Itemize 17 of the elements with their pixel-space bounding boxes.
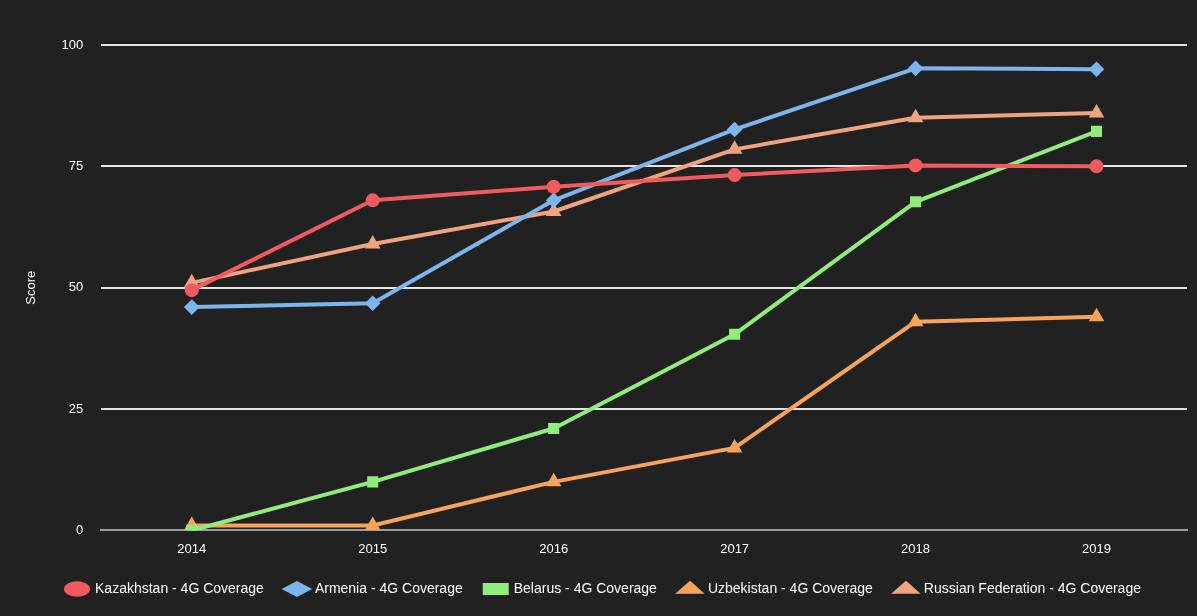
legend-label: Russian Federation - 4G Coverage xyxy=(923,579,1142,596)
legend-label: Belarus - 4G Coverage xyxy=(513,579,658,596)
legend-label: Uzbekistan - 4G Coverage xyxy=(707,579,874,596)
y-axis-title: Score xyxy=(23,270,39,305)
y-tick-label: 75 xyxy=(68,157,84,173)
x-tick-label: 2018 xyxy=(901,540,931,556)
y-tick-label: 50 xyxy=(68,279,84,295)
x-tick-label: 2014 xyxy=(177,540,207,556)
x-tick-label: 2019 xyxy=(1082,540,1111,556)
x-tick-label: 2015 xyxy=(358,540,388,556)
y-tick-label: 25 xyxy=(68,400,84,416)
y-tick-label: 0 xyxy=(76,521,84,537)
legend-label: Armenia - 4G Coverage xyxy=(314,579,463,596)
legend-label: Kazakhstan - 4G Coverage xyxy=(95,579,265,596)
x-tick-label: 2017 xyxy=(720,540,750,556)
y-tick-label: 100 xyxy=(61,36,84,52)
x-tick-label: 2016 xyxy=(539,540,569,556)
